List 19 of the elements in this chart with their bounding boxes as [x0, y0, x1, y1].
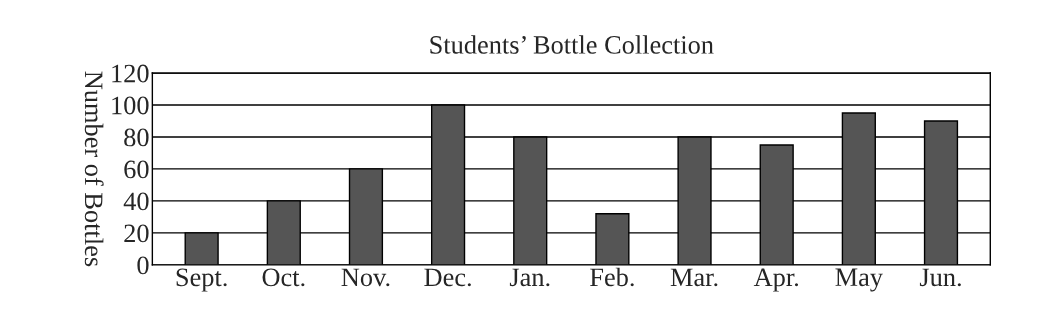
- y-tick-label: 80: [124, 128, 149, 147]
- y-tick-label: 20: [124, 224, 149, 243]
- y-axis-title: Number of Bottles: [84, 71, 104, 267]
- x-tick-label: Apr.: [753, 268, 799, 292]
- y-tick-label: 120: [112, 64, 149, 83]
- x-tick-label: Feb.: [590, 267, 634, 287]
- x-tick-label: Nov.: [341, 268, 390, 287]
- y-tick-label: 0: [137, 256, 149, 275]
- y-tick-label: 60: [124, 160, 149, 179]
- x-tick-label: Jan.: [509, 268, 550, 287]
- y-tick-label: 100: [112, 96, 149, 115]
- x-tick-label: Dec.: [424, 268, 471, 287]
- x-tick-label: Mar.: [670, 268, 718, 287]
- x-tick-label: Jun.: [919, 268, 961, 287]
- x-tick-label: May: [835, 268, 883, 292]
- chart-title: Students’ Bottle Collection: [430, 35, 714, 54]
- x-tick-label: Sept.: [176, 268, 227, 292]
- y-tick-label: 40: [123, 192, 149, 211]
- x-tick-label: Oct.: [262, 268, 305, 287]
